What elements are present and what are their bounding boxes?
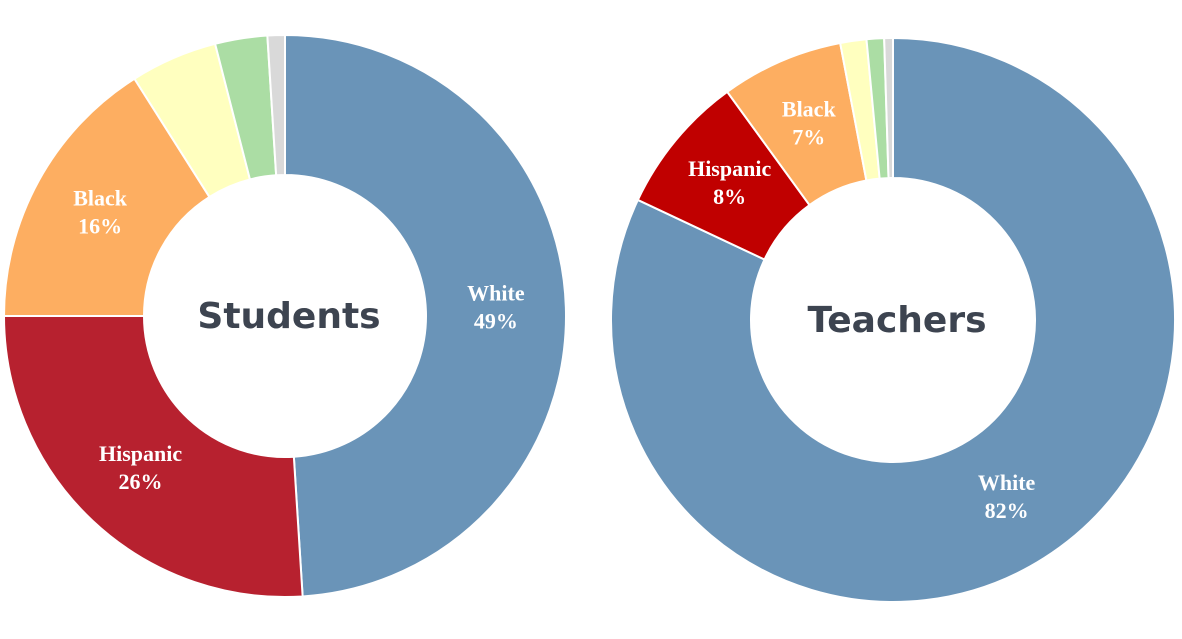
donut-slice (2, 77, 211, 317)
slice-label: Hispanic (99, 441, 182, 466)
slice-value-label: 49% (474, 308, 518, 333)
slice-value-label: 82% (985, 498, 1029, 523)
slice-value-label: 8% (713, 184, 746, 209)
donut-slice (284, 33, 567, 598)
donut-slice (266, 33, 286, 177)
slice-label: Hispanic (688, 156, 771, 181)
slice-label: White (467, 280, 525, 305)
slice-label: White (978, 470, 1036, 495)
slice-label: Black (73, 185, 128, 210)
slice-value-label: 7% (792, 124, 825, 149)
donut-slice (2, 315, 304, 598)
slice-value-label: 26% (119, 469, 163, 494)
donut-slice (883, 36, 894, 180)
chart-title: Teachers (807, 300, 986, 341)
slice-label: Black (782, 96, 837, 121)
chart-title: Students (197, 296, 380, 337)
slice-value-label: 16% (78, 213, 122, 238)
donut-slice (610, 36, 1176, 603)
